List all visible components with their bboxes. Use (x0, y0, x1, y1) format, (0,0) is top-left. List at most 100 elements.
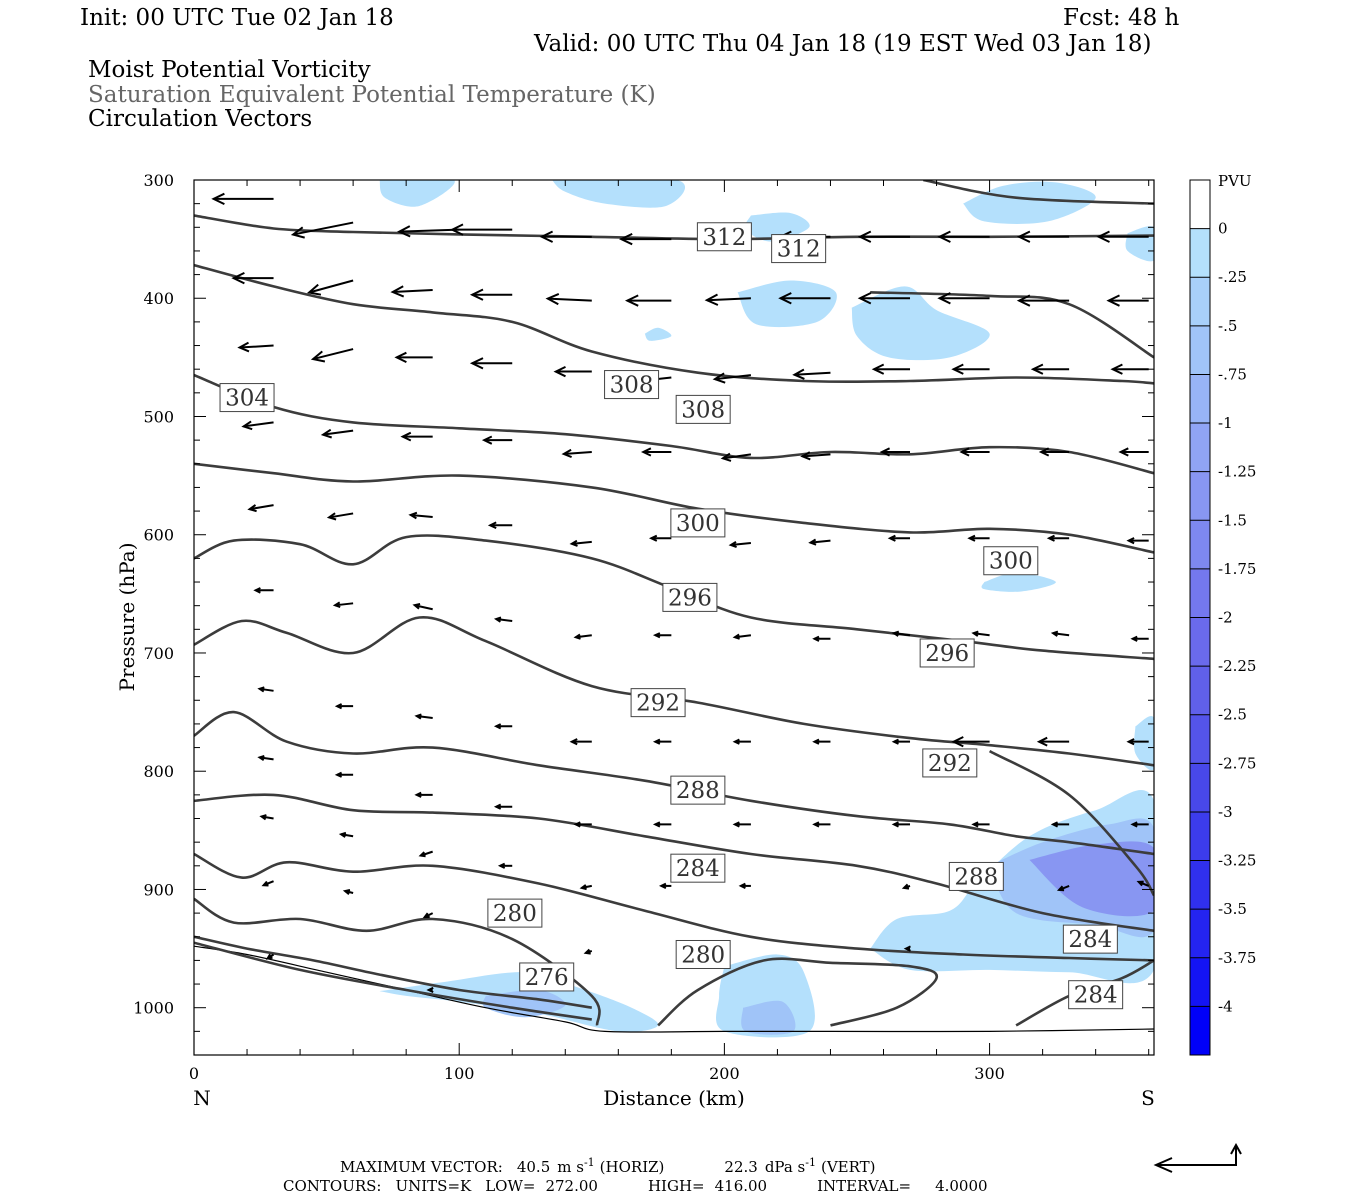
pv-region-12 (963, 181, 1096, 224)
contour-label-308-3: 308 (675, 394, 731, 424)
contour-308-2 (194, 263, 1154, 385)
vector-arrow-49 (326, 512, 354, 521)
vector-arrow-70 (1050, 630, 1070, 637)
contour-282-16 (194, 941, 592, 1021)
pv-region-16 (644, 327, 672, 341)
vector-arrow-4 (539, 230, 592, 243)
contour-label-text: 300 (676, 511, 720, 537)
x-tick-label: 0 (189, 1064, 199, 1083)
vector-arrow-110 (903, 945, 911, 952)
footer-contours: CONTOURS: UNITS=K LOW= 272.00 HIGH= 416.00 INT… (283, 1177, 988, 1195)
vector-arrow-36 (241, 420, 274, 431)
vector-arrow-27 (469, 357, 513, 370)
vector-arrow-20 (857, 292, 911, 305)
vector-arrow-31 (792, 368, 831, 380)
contour-316-1 (923, 180, 1154, 205)
contour-label-312-1: 312 (771, 234, 827, 264)
vector-arrow-108 (422, 912, 434, 919)
vector-arrow-107 (342, 889, 354, 895)
vector-arrow-99 (497, 862, 513, 869)
x-tick-label: 300 (974, 1064, 1005, 1083)
colorbar-swatch-7 (1190, 520, 1210, 570)
vector-arrow-65 (652, 632, 672, 639)
colorbar-swatch-14 (1190, 860, 1210, 910)
contour-label-text: 284 (1068, 927, 1112, 953)
vector-arrow-54 (728, 541, 752, 549)
x-tick-label: 200 (709, 1064, 740, 1083)
colorbar-tick-label: -1 (1218, 414, 1233, 432)
vector-arrow-21 (937, 292, 990, 305)
pv-region-8 (737, 280, 837, 328)
contour-label-text: 280 (681, 942, 725, 968)
vector-arrow-35 (1110, 363, 1149, 375)
plot-frame (193, 179, 1155, 1056)
vector-arrow-96 (259, 814, 274, 821)
vector-arrow-17 (624, 294, 672, 307)
y-tick-label: 600 (143, 526, 174, 545)
theta-e-contours (194, 180, 1154, 1027)
contour-label-text: 304 (225, 386, 269, 412)
vector-arrow-100 (579, 884, 592, 891)
contour-label-text: 308 (610, 373, 654, 399)
vector-arrow-94 (1050, 821, 1070, 828)
vector-arrow-46 (1038, 447, 1070, 457)
colorbar-tick-label: -3.5 (1218, 900, 1247, 918)
vector-arrow-57 (967, 534, 990, 542)
axes: 0 100 200 300 300 400 500 600 700 800 900 1000 (133, 171, 1154, 1083)
terrain-lines (194, 945, 1154, 1033)
vector-arrow-5 (618, 232, 672, 246)
y-tick-label: 1000 (133, 999, 174, 1018)
vector-arrow-84 (257, 754, 274, 762)
contour-280-10 (194, 852, 1154, 962)
south-label: S (1141, 1086, 1155, 1110)
contour-280-14 (657, 957, 939, 1027)
vector-arrow-2 (396, 225, 460, 238)
legend-theta-e: Saturation Equivalent Potential Temperat… (88, 82, 656, 108)
vector-arrow-14 (390, 285, 433, 298)
vector-arrow-26 (394, 351, 433, 363)
x-tick-label: 100 (444, 1064, 475, 1083)
colorbar-tick-label: -2 (1218, 609, 1233, 627)
contour-292-7 (194, 616, 1154, 767)
reference-vector-icon (1153, 1142, 1242, 1173)
pv-region-9 (851, 286, 990, 361)
vector-arrow-89 (652, 821, 672, 828)
legend-mpv: Moist Potential Vorticity (88, 57, 371, 83)
vector-arrow-42 (720, 452, 752, 462)
contour-label-296-8: 296 (919, 638, 975, 668)
vector-arrow-37 (320, 428, 354, 439)
contour-label-text: 284 (676, 856, 720, 882)
colorbar-swatch-6 (1190, 471, 1210, 521)
colorbar-tick-label: -.25 (1218, 268, 1247, 286)
vector-arrow-15 (469, 288, 513, 301)
pv-region-14 (981, 572, 1056, 592)
colorbar-tick-label: -2.25 (1218, 657, 1256, 675)
vector-arrow-34 (1030, 363, 1070, 375)
vector-arrow-24 (237, 341, 274, 353)
contour-314-3 (870, 291, 1154, 359)
vector-arrow-74 (414, 713, 433, 720)
vector-arrow-98 (418, 850, 433, 858)
vector-arrow-56 (887, 534, 911, 542)
colorbar-swatch-15 (1190, 909, 1210, 959)
colorbar-swatch-8 (1190, 568, 1210, 618)
colorbar-swatch-10 (1190, 666, 1210, 716)
x-axis-label: Distance (km) (603, 1086, 745, 1110)
vector-arrow-48 (247, 504, 274, 513)
contour-label-280-15: 280 (487, 898, 543, 928)
vector-arrow-10 (1016, 230, 1070, 243)
vector-arrow-41 (640, 447, 672, 457)
y-tick-label: 500 (143, 407, 174, 426)
vector-arrow-45 (959, 447, 990, 457)
y-tick-label: 300 (143, 171, 174, 190)
vector-arrow-112 (426, 986, 434, 994)
colorbar-swatch-1 (1190, 228, 1210, 278)
vector-arrow-1 (290, 221, 354, 239)
y-axis-label: Pressure (hPa) (115, 543, 139, 692)
valid-time-label: Valid: 00 UTC Thu 04 Jan 18 (19 EST Wed … (533, 31, 1151, 57)
contour-label-288-11: 288 (670, 775, 726, 805)
colorbar-tick-label: 0 (1218, 220, 1228, 238)
north-label: N (193, 1086, 211, 1110)
vector-arrow-104 (1056, 884, 1070, 892)
contour-label-296-7: 296 (662, 582, 718, 612)
